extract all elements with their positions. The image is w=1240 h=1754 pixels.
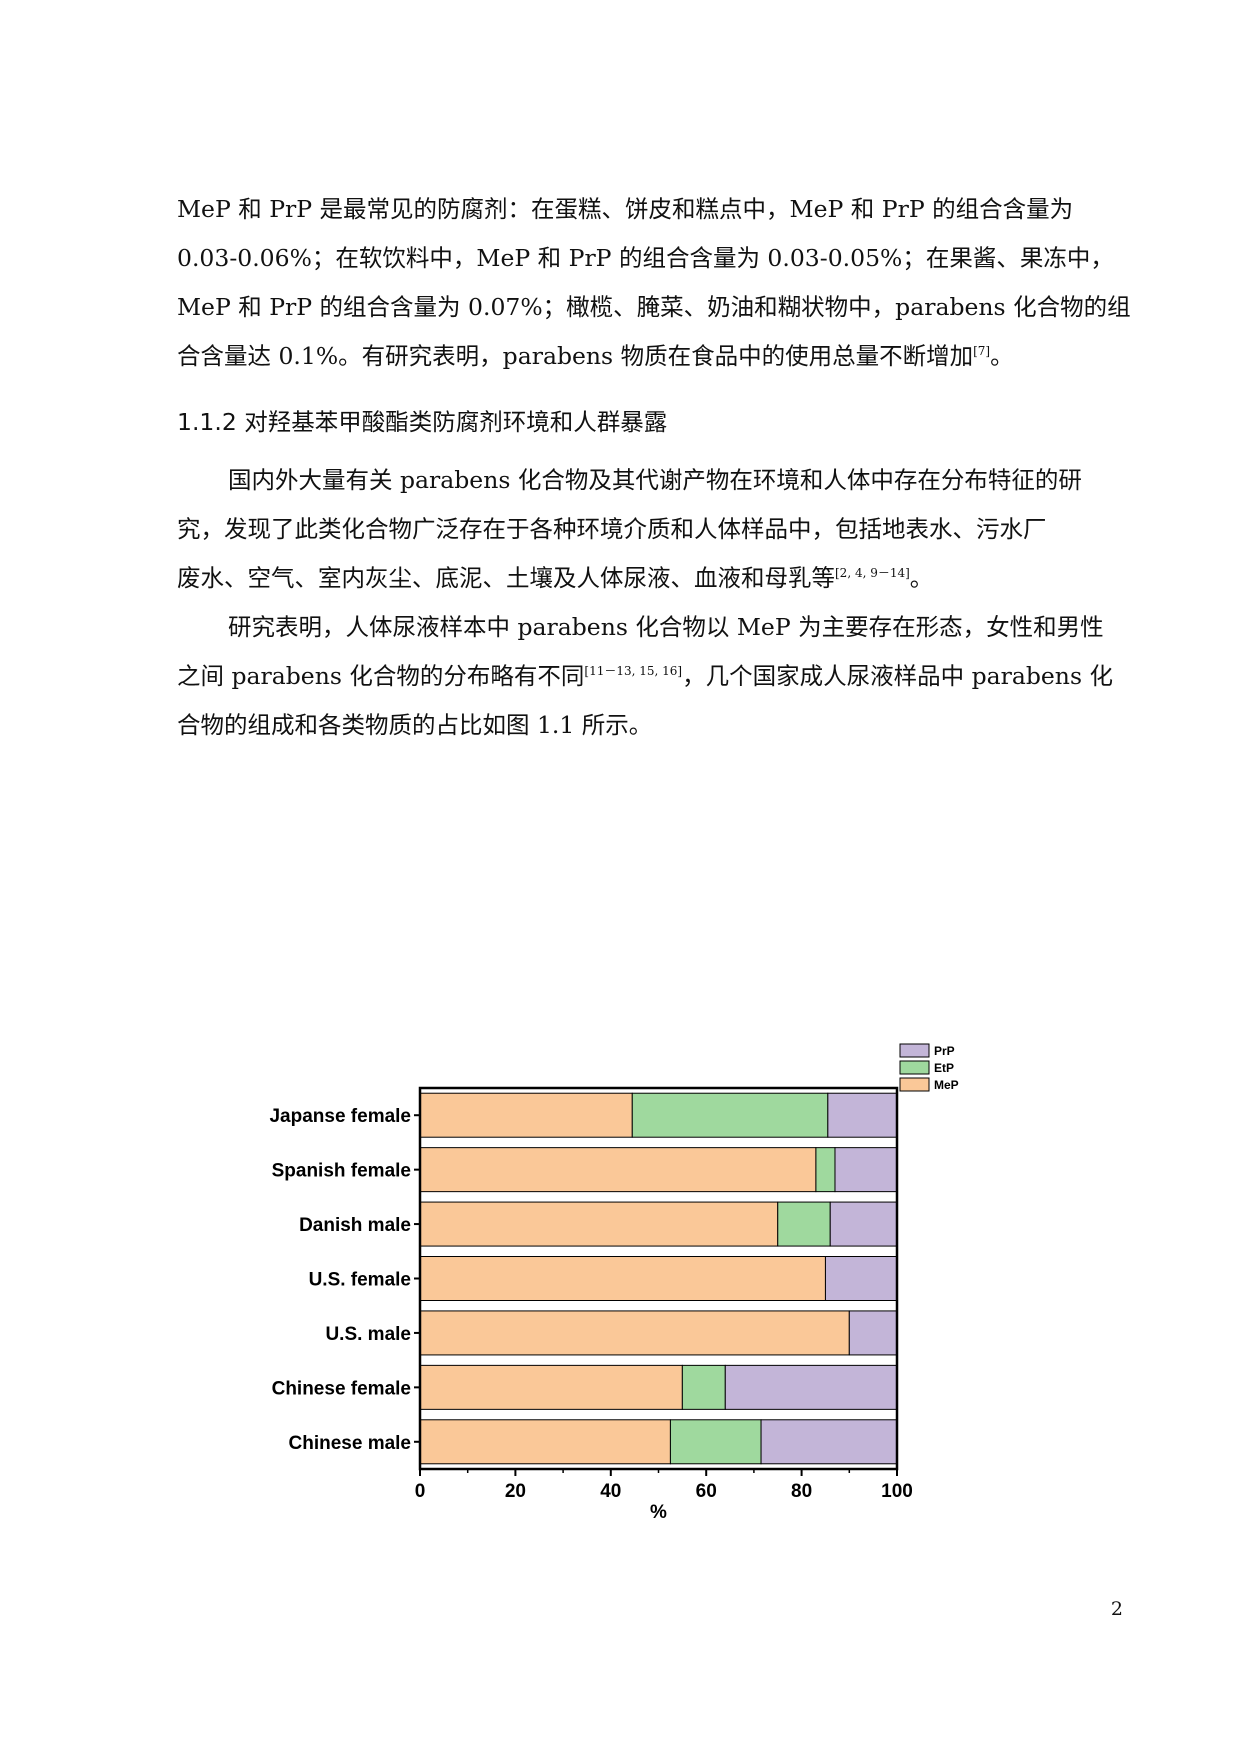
plot-frame (418, 1086, 899, 1471)
chart-x-axis: 0 20 40 60 80 100% (415, 1469, 913, 1523)
bar-etp-5 (681, 1364, 726, 1410)
x-axis-label: % (650, 1502, 667, 1523)
x-tick-label: 80 (791, 1481, 812, 1502)
paragraph-3: 研究表明，人体尿液样本中 parabens 化合物以 MeP 为主要存在形态，女… (177, 603, 1113, 750)
bar-etp-6 (669, 1419, 762, 1465)
bar-mep-5 (419, 1364, 683, 1410)
bar-prp-5 (724, 1364, 898, 1410)
bar-prp-4 (848, 1310, 898, 1356)
para2-line-2: 究，发现了此类化合物广泛存在于各种环境介质和人体样品中，包括地表水、污水厂 (177, 515, 1047, 543)
bar-prp-2 (829, 1201, 898, 1247)
category-label: Spanish female (272, 1161, 411, 1182)
category-label: Danish male (299, 1215, 411, 1236)
paragraph-1: MeP 和 PrP 是最常见的防腐剂：在蛋糕、饼皮和糕点中，MeP 和 PrP … (177, 185, 1131, 381)
para3-line-1: 研究表明，人体尿液样本中 parabens 化合物以 MeP 为主要存在形态，女… (228, 613, 1104, 641)
bar-etp-2 (777, 1201, 831, 1247)
legend-swatch-prp (899, 1043, 930, 1058)
chart-category-labels: Japanse female Spanish female Danish male U… (269, 1106, 420, 1454)
para1-line-1: MeP 和 PrP 是最常见的防腐剂：在蛋糕、饼皮和糕点中，MeP 和 PrP … (177, 195, 1074, 223)
bar-prp-1 (834, 1147, 898, 1193)
bar-mep-2 (419, 1201, 779, 1247)
bar-etp-1 (815, 1147, 836, 1193)
bar-prp-6 (760, 1419, 898, 1465)
citation: [11－13, 15, 16] (584, 664, 683, 679)
chart-bars (419, 1092, 898, 1465)
bar-mep-4 (419, 1310, 850, 1356)
x-tick-label: 60 (696, 1481, 717, 1502)
legend-label-etp: EtP (934, 1061, 954, 1075)
bar-prp-3 (824, 1256, 898, 1301)
category-label: Chinese male (289, 1433, 412, 1454)
legend-label-prp: PrP (934, 1044, 955, 1058)
para2-line-1: 国内外大量有关 parabens 化合物及其代谢产物在环境和人体中存在分布特征的… (228, 466, 1082, 494)
legend-label-mep: MeP (934, 1078, 959, 1092)
bar-mep-6 (419, 1419, 671, 1465)
bar-prp-0 (827, 1092, 898, 1138)
bar-etp-0 (631, 1092, 829, 1138)
bar-mep-3 (419, 1256, 826, 1301)
bar-mep-0 (419, 1092, 633, 1138)
para1-line-4: 合含量达 0.1%。有研究表明，parabens 物质在食品中的使用总量不断增加… (177, 342, 1014, 370)
x-tick-label: 0 (415, 1481, 426, 1502)
x-tick-label: 100 (881, 1481, 913, 1502)
legend-swatch-etp (899, 1060, 930, 1075)
para1-line-3: MeP 和 PrP 的组合含量为 0.07%；橄榄、腌菜、奶油和糊状物中，par… (177, 293, 1131, 321)
category-label: Japanse female (269, 1106, 411, 1127)
para3-line-3: 合物的组成和各类物质的占比如图 1.1 所示。 (177, 711, 653, 739)
paragraph-2: 国内外大量有关 parabens 化合物及其代谢产物在环境和人体中存在分布特征的… (177, 456, 1112, 603)
page-number: 2 (1110, 1598, 1123, 1620)
category-label: U.S. male (325, 1324, 411, 1345)
x-tick-label: 40 (600, 1481, 621, 1502)
para1-line-2: 0.03-0.06%；在软饮料中，MeP 和 PrP 的组合含量为 0.03-0… (177, 244, 1114, 272)
category-label: Chinese female (272, 1378, 411, 1399)
para3-line-2: 之间 parabens 化合物的分布略有不同[11－13, 15, 16]，几个… (177, 662, 1113, 690)
chart-legend: PrP EtP MeP (899, 1043, 959, 1092)
legend-swatch-mep (899, 1077, 930, 1092)
citation: [7] (973, 344, 991, 359)
bar-mep-1 (419, 1147, 817, 1193)
citation: [2, 4, 9－14] (835, 566, 910, 581)
para2-line-3: 废水、空气、室内灰尘、底泥、土壤及人体尿液、血液和母乳等[2, 4, 9－14]… (177, 564, 934, 592)
category-label: U.S. female (309, 1270, 411, 1291)
x-tick-label: 20 (505, 1481, 526, 1502)
section-heading: 1.1.2 对羟基苯甲酸酯类防腐剂环境和人群暴露 (177, 408, 668, 436)
